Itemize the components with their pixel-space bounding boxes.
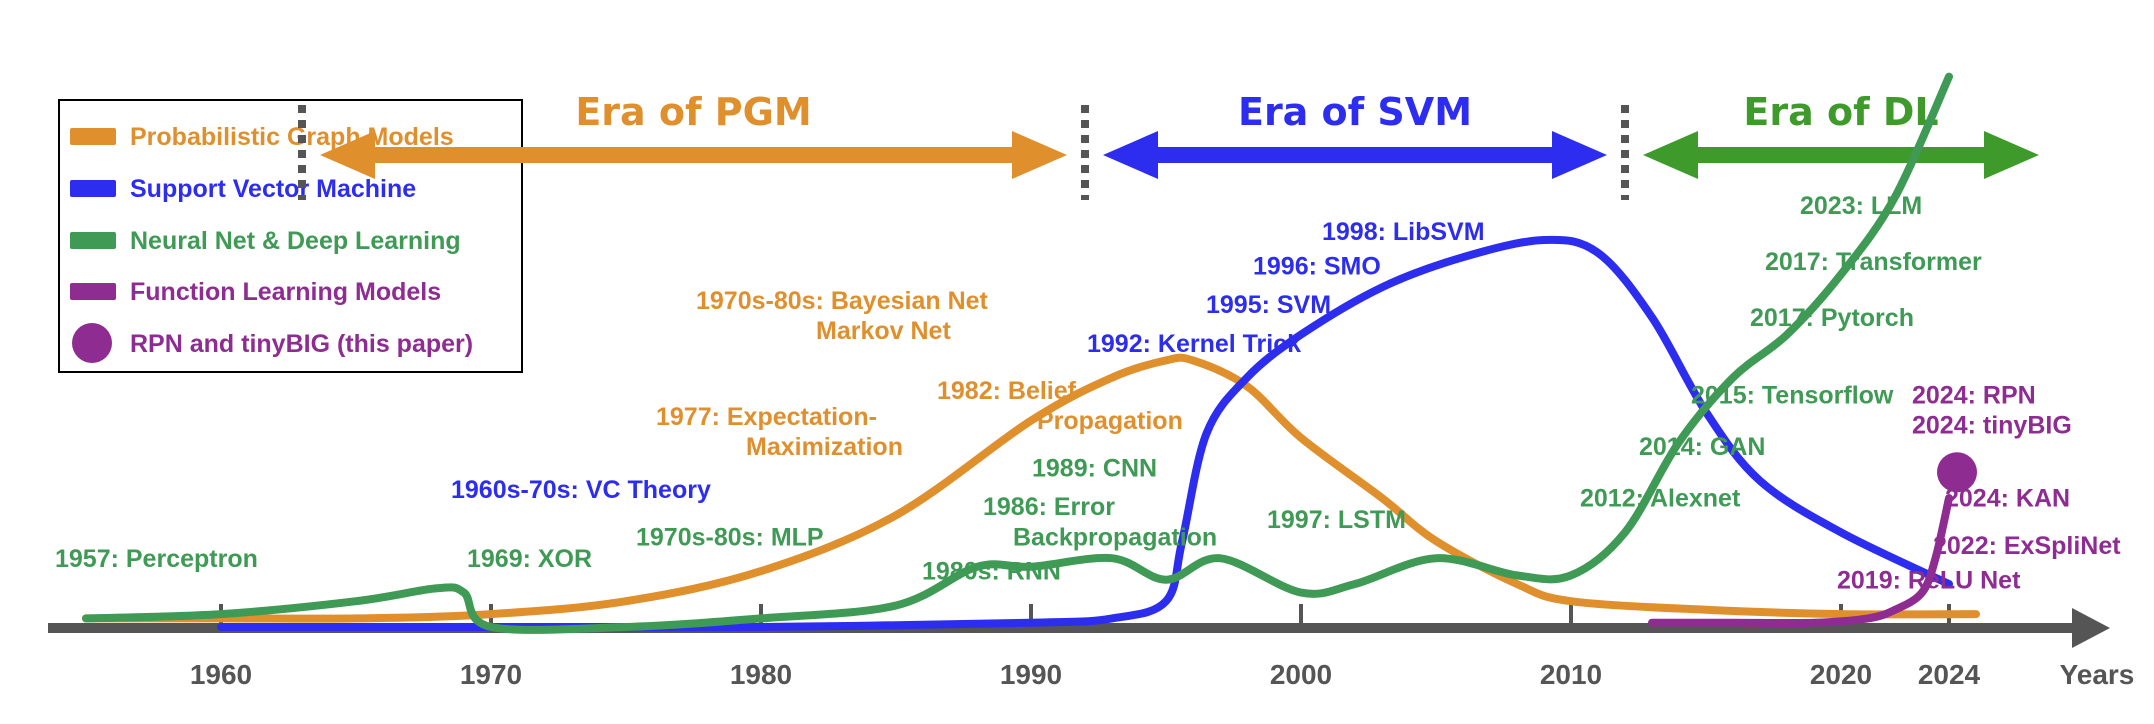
timeline-axis: Years 1960 1970 1980 1990 2000 2010 2020 2024: [48, 604, 2134, 690]
legend: Probabilistic Graph Models Support Vecto…: [58, 99, 523, 373]
legend-item-rpn: RPN and tinyBIG (this paper): [72, 323, 473, 363]
legend-label-rpn: RPN and tinyBIG (this paper): [130, 330, 473, 358]
era-era-of-pgm: Era of PGM: [320, 90, 1067, 179]
era-title-era-of-svm: Era of SVM: [1238, 90, 1472, 134]
era-arrow-era-of-dl: [1643, 131, 2039, 179]
legend-swatch-flm: [70, 283, 116, 300]
legend-box: [58, 99, 523, 373]
annotation-2017-pytorch: 2017: Pytorch: [1750, 304, 1914, 332]
series-line-function-learning-models: [1648, 494, 1953, 628]
era-era-of-svm: Era of SVM: [1103, 90, 1607, 179]
legend-item-dl: Neural Net & Deep Learning: [70, 227, 461, 255]
annotation-2019-relu-net: 2019: ReLU Net: [1837, 566, 2021, 594]
series-curves: [82, 72, 1980, 634]
axis-arrowhead: [2072, 608, 2110, 648]
series-line-support-vector-machine: [217, 235, 1953, 632]
annotation-2014-gan: 2014: GAN: [1639, 433, 1765, 461]
era-arrows: Era of PGM Era of SVM Era of DL: [298, 90, 2039, 200]
era-era-of-dl: Era of DL: [1643, 90, 2039, 179]
legend-item-pgm: Probabilistic Graph Models: [70, 123, 454, 151]
era-arrow-era-of-pgm: [320, 131, 1067, 179]
axis-tick-label-2024: 2024: [1918, 659, 1981, 690]
axis-tick-label-2000: 2000: [1270, 659, 1332, 690]
annotation-propagation: Propagation: [1037, 407, 1183, 435]
annotation-1977-expectation: 1977: Expectation-: [656, 403, 877, 431]
legend-label-pgm: Probabilistic Graph Models: [130, 123, 454, 151]
era-title-era-of-dl: Era of DL: [1743, 90, 1938, 134]
legend-swatch-svm: [70, 180, 116, 197]
series-line-probabilistic-graph-models: [82, 353, 1980, 623]
annotation-1997-lstm: 1997: LSTM: [1267, 506, 1406, 534]
annotation-2024-rpn: 2024: RPN: [1912, 381, 2036, 409]
axis-tick-label-1980: 1980: [730, 659, 792, 690]
legend-label-flm: Function Learning Models: [130, 278, 441, 306]
annotation-1980s-rnn: 1980s: RNN: [922, 558, 1061, 586]
axis-tick-label-1990: 1990: [1000, 659, 1062, 690]
axis-label: Years: [2060, 659, 2135, 690]
annotation-backpropagation: Backpropagation: [1013, 523, 1217, 551]
legend-swatch-pgm: [70, 128, 116, 145]
legend-label-svm: Support Vector Machine: [130, 175, 416, 203]
annotation-1986-error: 1986: Error: [983, 493, 1115, 521]
legend-swatch-dl: [70, 232, 116, 249]
era-title-era-of-pgm: Era of PGM: [575, 90, 811, 134]
annotation-1970s-80s-bayesian-net: 1970s-80s: Bayesian Net: [696, 287, 989, 315]
legend-dot-rpn: [72, 323, 112, 363]
annotation-markov-net: Markov Net: [816, 317, 951, 345]
series-line-neural-net-deep-learning: [82, 72, 1953, 634]
annotation-1996-smo: 1996: SMO: [1253, 252, 1381, 280]
annotation-1989-cnn: 1989: CNN: [1032, 455, 1157, 483]
annotation-2024-kan: 2024: KAN: [1945, 485, 2070, 513]
annotation-1969-xor: 1969: XOR: [467, 545, 592, 573]
annotation-1970s-80s-mlp: 1970s-80s: MLP: [636, 523, 824, 551]
annotation-2024-tinybig: 2024: tinyBIG: [1912, 412, 2072, 440]
annotation-1998-libsvm: 1998: LibSVM: [1322, 218, 1485, 246]
axis-tick-label-1970: 1970: [460, 659, 522, 690]
annotations: 1957: Perceptron 1969: XOR 1960s-70s: VC T…: [55, 192, 2121, 594]
annotation-1995-svm: 1995: SVM: [1206, 291, 1331, 319]
annotation-maximization: Maximization: [746, 433, 903, 461]
annotation-2015-tensorflow: 2015: Tensorflow: [1691, 381, 1894, 409]
annotation-1960s-70s-vc-theory: 1960s-70s: VC Theory: [451, 476, 711, 504]
annotation-2023-llm: 2023: LLM: [1800, 192, 1922, 220]
era-arrow-era-of-svm: [1103, 131, 1607, 179]
legend-item-flm: Function Learning Models: [70, 278, 441, 306]
annotation-2017-transformer: 2017: Transformer: [1765, 248, 1982, 276]
legend-item-svm: Support Vector Machine: [70, 175, 416, 203]
legend-label-dl: Neural Net & Deep Learning: [130, 227, 461, 255]
axis-tick-label-1960: 1960: [190, 659, 252, 690]
annotation-1982-belief: 1982: Belief: [937, 377, 1077, 405]
axis-tick-label-2020: 2020: [1810, 659, 1872, 690]
annotation-2022-exsplinet: 2022: ExSpliNet: [1933, 532, 2121, 560]
annotation-2012-alexnet: 2012: Alexnet: [1580, 485, 1741, 513]
axis-tick-label-2010: 2010: [1540, 659, 1602, 690]
annotation-1957-perceptron: 1957: Perceptron: [55, 545, 258, 573]
rpn-tinybig-point: [1937, 452, 1977, 493]
annotation-1992-kernel-trick: 1992: Kernel Trick: [1087, 330, 1301, 358]
